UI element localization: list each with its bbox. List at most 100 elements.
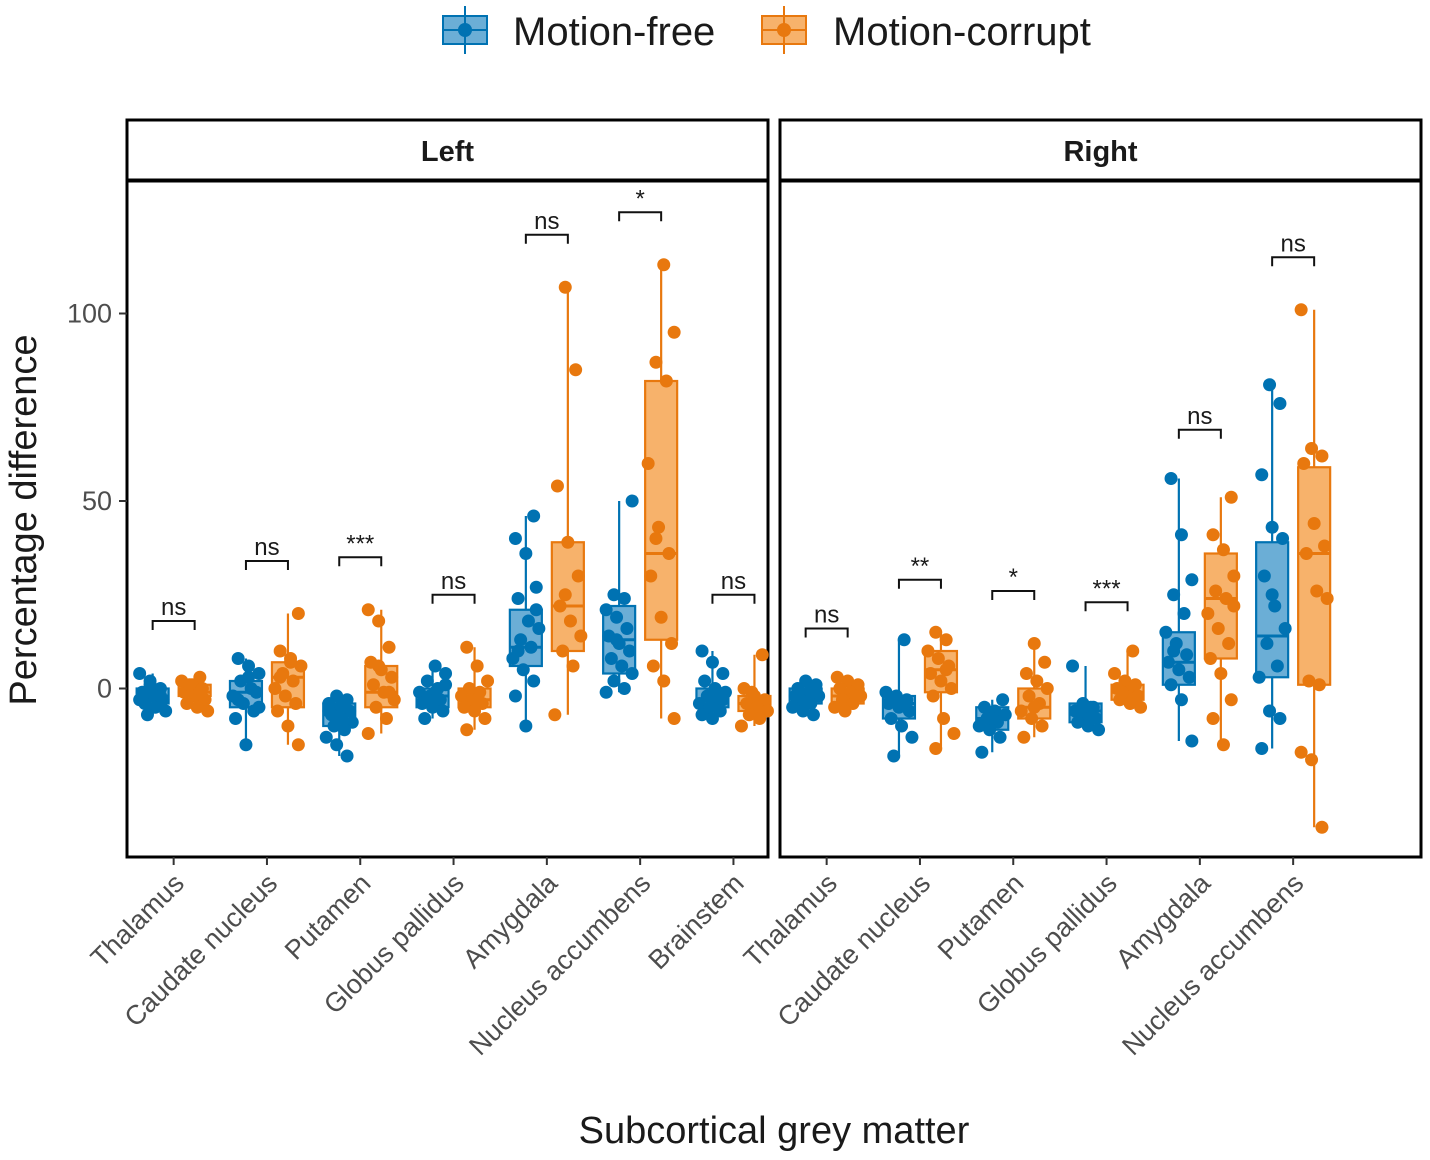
box-motion-corrupt-nucleus-accumbens xyxy=(644,379,679,641)
point-motion-corrupt-caudate-nucleus xyxy=(947,727,961,740)
point-motion-free-brainstem xyxy=(716,667,730,680)
point-motion-corrupt-globus-pallidus xyxy=(478,712,492,725)
point-motion-corrupt-nucleus-accumbens xyxy=(1305,442,1319,455)
point-motion-free-putamen xyxy=(975,745,989,759)
point-motion-corrupt-amygdala xyxy=(1227,569,1241,583)
point-motion-free-nucleus-accumbens xyxy=(617,592,631,605)
significance-label-globus-pallidus: *** xyxy=(1093,575,1121,602)
point-motion-free-nucleus-accumbens xyxy=(1273,397,1287,410)
point-motion-corrupt-nucleus-accumbens xyxy=(665,637,679,650)
point-motion-corrupt-nucleus-accumbens xyxy=(1297,457,1311,470)
point-motion-free-globus-pallidus xyxy=(420,693,434,707)
point-motion-corrupt-amygdala xyxy=(561,535,575,549)
point-motion-free-putamen xyxy=(340,749,354,763)
point-motion-free-nucleus-accumbens xyxy=(1252,670,1266,684)
point-motion-free-putamen xyxy=(996,693,1010,707)
significance-bracket-thalamus xyxy=(151,620,196,630)
significance-bracket-amygdala xyxy=(1177,428,1222,439)
point-motion-free-amygdala xyxy=(1177,607,1191,620)
point-motion-corrupt-amygdala xyxy=(1216,738,1230,752)
point-motion-corrupt-nucleus-accumbens xyxy=(1315,449,1329,463)
point-motion-free-amygdala xyxy=(1164,472,1178,485)
point-motion-free-amygdala xyxy=(527,509,541,523)
point-motion-corrupt-caudate-nucleus xyxy=(268,682,282,695)
significance-label-brainstem: ns xyxy=(721,568,746,595)
y-axis: 0 50 100 xyxy=(67,299,127,704)
point-motion-corrupt-putamen xyxy=(361,727,375,740)
point-motion-free-brainstem xyxy=(695,708,709,722)
point-motion-free-putamen xyxy=(327,719,341,733)
point-motion-corrupt-caudate-nucleus xyxy=(921,644,935,658)
point-motion-free-nucleus-accumbens xyxy=(1260,637,1274,650)
x-tick-label-brainstem: Brainstem xyxy=(643,868,750,975)
point-motion-corrupt-putamen xyxy=(1022,689,1036,703)
point-motion-free-thalamus xyxy=(796,704,810,718)
point-motion-corrupt-caudate-nucleus xyxy=(286,674,300,688)
point-motion-corrupt-caudate-nucleus xyxy=(944,682,958,695)
significance-label-putamen: * xyxy=(1009,564,1018,591)
point-motion-corrupt-thalamus xyxy=(838,704,852,718)
point-motion-free-caudate-nucleus xyxy=(884,712,898,725)
x-axis-title: Subcortical grey matter xyxy=(579,1110,970,1152)
point-motion-corrupt-caudate-nucleus xyxy=(278,689,292,703)
point-motion-corrupt-caudate-nucleus xyxy=(284,655,298,669)
point-motion-free-putamen xyxy=(993,730,1007,744)
point-motion-corrupt-thalamus xyxy=(180,697,194,710)
x-tick-label-putamen: Putamen xyxy=(932,868,1030,966)
point-motion-free-putamen xyxy=(337,723,351,737)
point-motion-free-globus-pallidus xyxy=(1066,659,1080,673)
point-motion-free-putamen xyxy=(977,700,991,714)
point-motion-corrupt-nucleus-accumbens xyxy=(1318,539,1332,553)
point-motion-free-caudate-nucleus xyxy=(252,700,266,714)
point-motion-corrupt-nucleus-accumbens xyxy=(657,258,671,272)
point-motion-free-nucleus-accumbens xyxy=(625,494,639,508)
significance-bracket-putamen xyxy=(991,590,1036,600)
point-motion-free-caudate-nucleus xyxy=(895,719,909,733)
point-motion-corrupt-brainstem xyxy=(753,712,767,725)
point-motion-corrupt-amygdala xyxy=(1214,667,1228,680)
point-motion-free-amygdala xyxy=(1172,663,1186,677)
point-motion-corrupt-amygdala xyxy=(1211,622,1225,635)
point-motion-corrupt-caudate-nucleus xyxy=(939,633,953,647)
point-motion-corrupt-amygdala xyxy=(563,614,577,628)
point-motion-free-putamen xyxy=(322,704,336,718)
point-motion-corrupt-caudate-nucleus xyxy=(939,663,953,677)
point-motion-corrupt-putamen xyxy=(1027,700,1041,714)
point-motion-corrupt-nucleus-accumbens xyxy=(1299,547,1313,560)
point-motion-corrupt-brainstem xyxy=(745,685,759,699)
significance-bracket-brainstem xyxy=(711,593,756,604)
point-motion-free-amygdala xyxy=(1159,625,1173,639)
point-motion-corrupt-nucleus-accumbens xyxy=(1294,745,1308,759)
point-motion-free-amygdala xyxy=(519,547,533,560)
point-motion-free-globus-pallidus xyxy=(420,674,434,688)
point-motion-corrupt-nucleus-accumbens xyxy=(654,610,668,624)
point-motion-corrupt-amygdala xyxy=(574,629,588,643)
point-motion-corrupt-brainstem xyxy=(742,708,756,722)
point-motion-corrupt-caudate-nucleus xyxy=(289,697,303,710)
point-motion-corrupt-nucleus-accumbens xyxy=(649,355,663,369)
point-motion-corrupt-putamen xyxy=(385,670,399,684)
point-motion-free-amygdala xyxy=(1185,734,1199,748)
point-motion-free-nucleus-accumbens xyxy=(610,610,624,624)
point-motion-corrupt-globus-pallidus xyxy=(1108,667,1122,680)
point-motion-corrupt-nucleus-accumbens xyxy=(646,659,660,673)
point-motion-corrupt-thalamus xyxy=(182,678,196,692)
point-motion-corrupt-nucleus-accumbens xyxy=(657,674,671,688)
point-motion-corrupt-amygdala xyxy=(558,280,572,294)
significance-label-caudate-nucleus: ns xyxy=(254,534,279,561)
point-motion-corrupt-caudate-nucleus xyxy=(937,712,951,725)
point-motion-corrupt-nucleus-accumbens xyxy=(1302,674,1316,688)
point-motion-free-amygdala xyxy=(1182,670,1196,684)
point-motion-free-amygdala xyxy=(508,689,522,703)
point-motion-free-brainstem xyxy=(692,697,706,710)
point-motion-free-globus-pallidus xyxy=(418,712,432,725)
point-motion-free-amygdala xyxy=(1167,588,1181,602)
point-motion-corrupt-brainstem xyxy=(740,697,754,710)
point-motion-free-amygdala xyxy=(529,580,543,594)
significance-bracket-nucleus-accumbens xyxy=(618,211,663,222)
point-motion-corrupt-caudate-nucleus xyxy=(926,689,940,703)
point-motion-free-amygdala xyxy=(1174,528,1188,542)
point-motion-free-nucleus-accumbens xyxy=(1263,378,1277,392)
point-motion-corrupt-caudate-nucleus xyxy=(271,704,285,718)
